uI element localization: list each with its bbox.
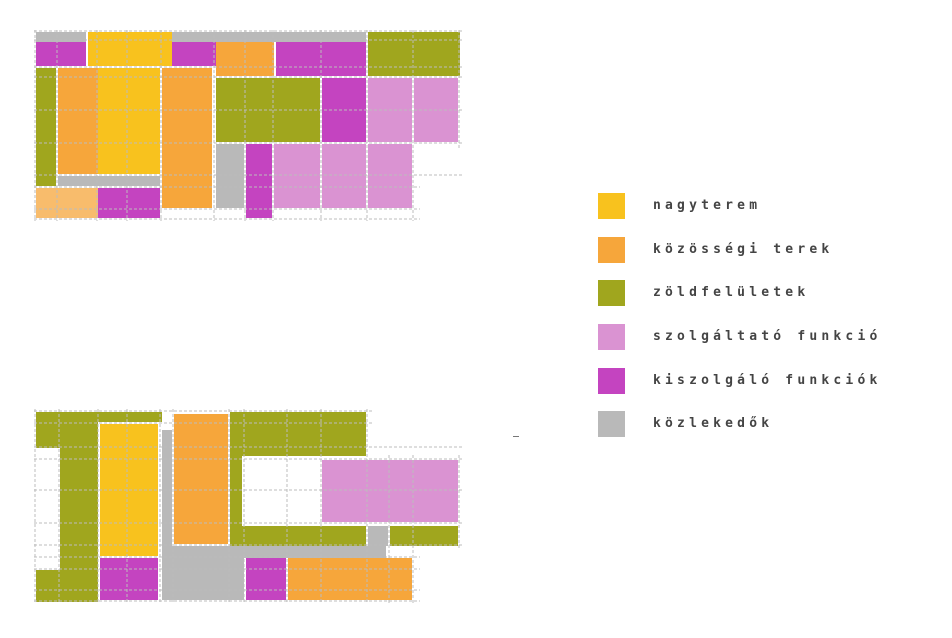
zone-kozlekedo xyxy=(36,32,86,42)
zone-kozlekedo xyxy=(172,32,366,42)
legend-label: zöldfelületek xyxy=(653,285,810,300)
zone-kiszolgalo xyxy=(36,42,86,66)
zone-szolgaltato xyxy=(322,144,366,208)
zone-zold xyxy=(60,448,98,570)
zone-zold xyxy=(230,526,366,546)
zone-zold xyxy=(368,32,460,76)
zone-nagyterem xyxy=(88,32,172,66)
legend-label: nagyterem xyxy=(653,198,762,213)
legend-swatch xyxy=(598,324,625,350)
legend-label: szolgáltató funkció xyxy=(653,329,882,344)
legend-swatch xyxy=(598,193,625,219)
zone-szolgaltato xyxy=(368,144,412,208)
zone-kiszolgalo xyxy=(98,188,160,218)
legend-label: közlekedők xyxy=(653,416,774,431)
zone-zold xyxy=(36,68,56,186)
legend-swatch xyxy=(598,411,625,437)
legend-item-nagyterem: nagyterem xyxy=(598,193,898,219)
zone-zold xyxy=(98,412,162,422)
legend-item-kiszolgalo: kiszolgáló funkciók xyxy=(598,368,898,394)
floor-plan-top xyxy=(0,0,470,230)
zone-nagyterem xyxy=(100,424,158,556)
zone-kozlekedo xyxy=(368,526,388,546)
zone-kozlekedo xyxy=(162,430,172,600)
zone-zold xyxy=(36,412,98,448)
zone-kiszolgalo xyxy=(246,144,272,218)
zone-kiszolgalo xyxy=(100,558,158,600)
legend-item-kozossegi: közösségi terek xyxy=(598,237,898,263)
legend-swatch xyxy=(598,368,625,394)
zone-kiszolgalo xyxy=(246,558,286,600)
zone-zold xyxy=(230,412,366,456)
zone-szolgaltato xyxy=(274,144,320,208)
legend-item-zold: zöldfelületek xyxy=(598,280,898,306)
legend-item-kozlekedok: közlekedők xyxy=(598,411,898,437)
zone-kozlekedo xyxy=(162,558,244,600)
zone-zold xyxy=(230,456,242,532)
zone-szolgaltato xyxy=(322,460,458,522)
zone-kozossegi xyxy=(162,68,212,208)
legend-swatch xyxy=(598,280,625,306)
legend-item-szolgaltato: szolgáltató funkció xyxy=(598,324,898,350)
zone-kozossegi xyxy=(288,558,412,600)
stray-mark xyxy=(513,436,519,437)
zone-nagyterem xyxy=(98,68,160,174)
zone-kozossegi xyxy=(36,188,98,218)
zone-kozossegi xyxy=(174,414,228,544)
zone-kiszolgalo xyxy=(172,42,216,66)
zone-kozossegi xyxy=(58,68,98,174)
zone-zold xyxy=(36,570,98,602)
zone-kozlekedo xyxy=(172,546,386,558)
zone-zold xyxy=(390,526,458,546)
legend-label: kiszolgáló funkciók xyxy=(653,373,882,388)
floor-plan-bottom xyxy=(0,0,470,638)
legend-label: közösségi terek xyxy=(653,242,834,257)
zone-kozlekedo xyxy=(216,144,244,208)
legend-swatch xyxy=(598,237,625,263)
zone-kozlekedo xyxy=(58,176,160,186)
